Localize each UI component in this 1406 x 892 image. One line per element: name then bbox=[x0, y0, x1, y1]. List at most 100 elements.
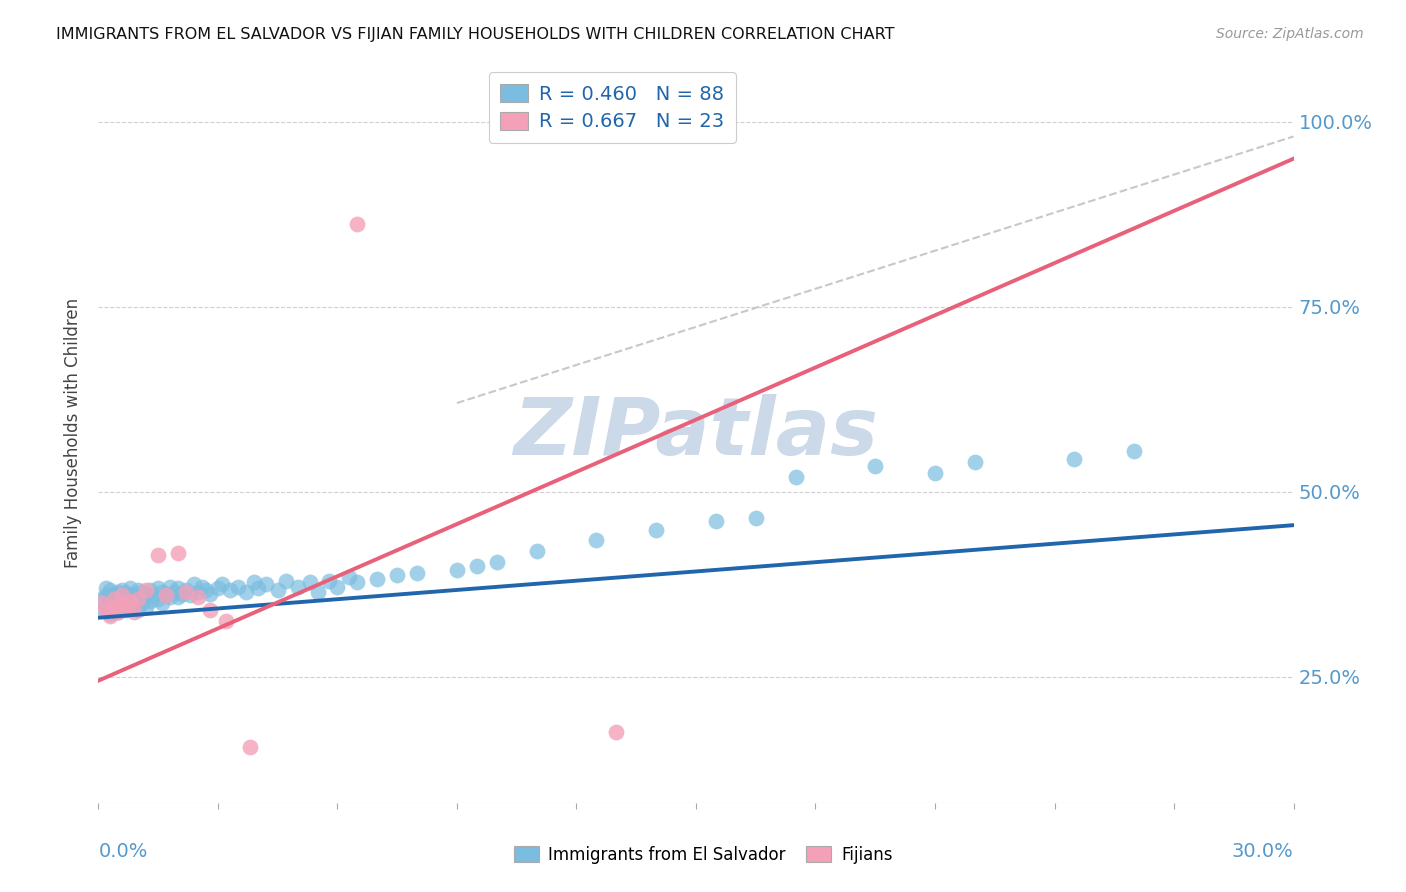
Point bbox=[150, 584, 173, 599]
Point bbox=[865, 458, 887, 473]
Point bbox=[139, 594, 162, 608]
Text: Source: ZipAtlas.com: Source: ZipAtlas.com bbox=[1216, 27, 1364, 41]
Point bbox=[246, 581, 269, 595]
Text: IMMIGRANTS FROM EL SALVADOR VS FIJIAN FAMILY HOUSEHOLDS WITH CHILDREN CORRELATIO: IMMIGRANTS FROM EL SALVADOR VS FIJIAN FA… bbox=[56, 27, 894, 42]
Point bbox=[243, 575, 266, 590]
Point bbox=[127, 582, 149, 597]
Point bbox=[103, 587, 125, 601]
Text: 0.0%: 0.0% bbox=[98, 842, 148, 861]
Point bbox=[107, 584, 129, 599]
Point bbox=[98, 590, 122, 604]
Point bbox=[1063, 451, 1085, 466]
Point bbox=[406, 566, 429, 581]
Point bbox=[155, 587, 177, 601]
Point bbox=[235, 584, 257, 599]
Point bbox=[211, 577, 233, 591]
Point bbox=[103, 603, 125, 617]
Point bbox=[111, 582, 134, 597]
Point bbox=[1123, 444, 1146, 458]
Point bbox=[174, 584, 197, 599]
Point bbox=[318, 574, 340, 588]
Point bbox=[183, 577, 205, 591]
Point bbox=[326, 580, 349, 594]
Point bbox=[366, 572, 388, 586]
Point bbox=[155, 589, 177, 603]
Point bbox=[115, 594, 138, 608]
Point bbox=[159, 590, 181, 604]
Point bbox=[179, 589, 201, 603]
Legend: R = 0.460   N = 88, R = 0.667   N = 23: R = 0.460 N = 88, R = 0.667 N = 23 bbox=[489, 72, 735, 143]
Point bbox=[98, 598, 122, 612]
Point bbox=[385, 567, 409, 582]
Point bbox=[307, 584, 329, 599]
Point bbox=[127, 592, 149, 607]
Point bbox=[645, 524, 668, 538]
Point bbox=[96, 589, 118, 603]
Point bbox=[585, 533, 607, 547]
Point bbox=[150, 596, 173, 610]
Point bbox=[465, 558, 488, 573]
Point bbox=[124, 605, 146, 619]
Point bbox=[148, 592, 170, 607]
Point bbox=[526, 544, 548, 558]
Point bbox=[226, 580, 249, 594]
Point bbox=[215, 615, 238, 629]
Point bbox=[287, 580, 309, 594]
Point bbox=[103, 594, 125, 608]
Point bbox=[96, 603, 118, 617]
Point bbox=[195, 582, 218, 597]
Point bbox=[446, 563, 468, 577]
Point bbox=[91, 596, 114, 610]
Point bbox=[115, 602, 138, 616]
Point bbox=[346, 575, 368, 590]
Point bbox=[124, 598, 146, 612]
Point bbox=[124, 587, 146, 601]
Point bbox=[131, 596, 153, 610]
Point bbox=[346, 217, 368, 231]
Point bbox=[135, 589, 157, 603]
Point bbox=[198, 603, 221, 617]
Point bbox=[120, 590, 142, 604]
Point bbox=[172, 587, 194, 601]
Legend: Immigrants from El Salvador, Fijians: Immigrants from El Salvador, Fijians bbox=[506, 839, 900, 871]
Y-axis label: Family Households with Children: Family Households with Children bbox=[65, 298, 83, 567]
Point bbox=[103, 599, 125, 614]
Point bbox=[91, 592, 114, 607]
Point bbox=[254, 577, 277, 591]
Point bbox=[163, 584, 186, 599]
Point bbox=[174, 582, 197, 597]
Point bbox=[298, 575, 321, 590]
Text: 30.0%: 30.0% bbox=[1232, 842, 1294, 861]
Point bbox=[135, 582, 157, 597]
Point bbox=[187, 584, 209, 599]
Point bbox=[127, 592, 149, 607]
Point bbox=[111, 598, 134, 612]
Point bbox=[198, 587, 221, 601]
Point bbox=[120, 581, 142, 595]
Point bbox=[239, 740, 262, 755]
Point bbox=[963, 455, 986, 469]
Point bbox=[167, 590, 190, 604]
Point bbox=[605, 725, 627, 739]
Point bbox=[127, 603, 149, 617]
Point bbox=[115, 586, 138, 600]
Point bbox=[267, 582, 290, 597]
Point bbox=[139, 582, 162, 597]
Text: ZIPatlas: ZIPatlas bbox=[513, 393, 879, 472]
Point bbox=[745, 510, 768, 524]
Point bbox=[120, 599, 142, 614]
Point bbox=[98, 607, 122, 621]
Point bbox=[115, 603, 138, 617]
Point bbox=[91, 603, 114, 617]
Point bbox=[485, 555, 508, 569]
Point bbox=[111, 592, 134, 607]
Point bbox=[103, 592, 125, 607]
Point bbox=[159, 580, 181, 594]
Point bbox=[96, 599, 118, 614]
Point bbox=[207, 581, 229, 595]
Point bbox=[107, 605, 129, 619]
Point bbox=[148, 581, 170, 595]
Point bbox=[704, 515, 727, 529]
Point bbox=[924, 467, 946, 481]
Point bbox=[107, 596, 129, 610]
